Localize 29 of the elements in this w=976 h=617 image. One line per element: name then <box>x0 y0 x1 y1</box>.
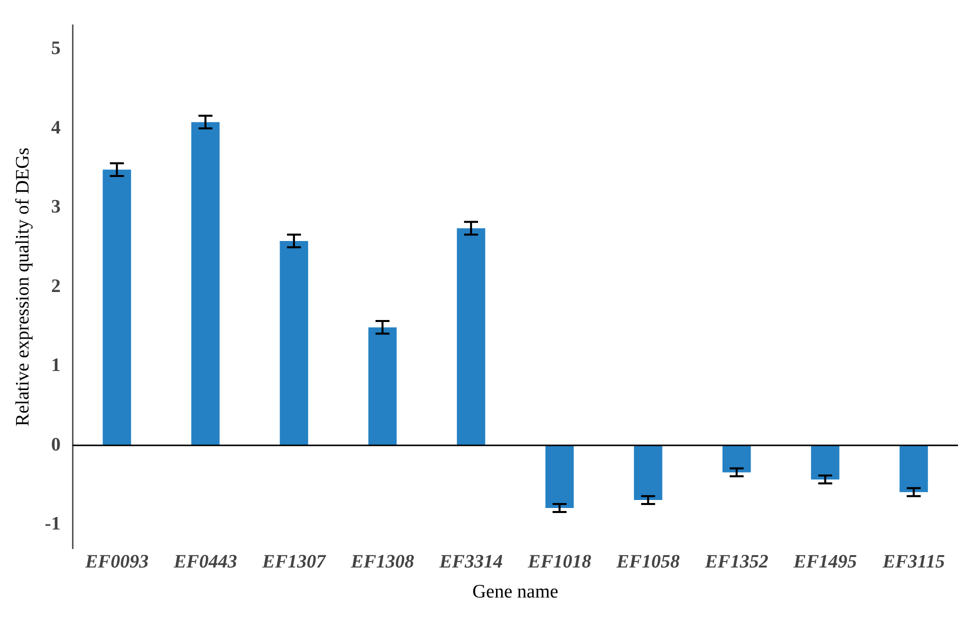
x-tick-label: EF1352 <box>704 552 769 573</box>
x-tick-label: EF0093 <box>84 552 149 573</box>
bar <box>634 445 662 500</box>
bar <box>900 445 928 492</box>
bar <box>368 327 397 446</box>
y-tick-label: -1 <box>44 514 61 535</box>
bar <box>545 445 574 508</box>
x-tick-label: EF3314 <box>438 552 503 573</box>
y-axis-title: Relative expression quality of DEGs <box>12 148 34 426</box>
x-tick-label: EF1308 <box>350 552 415 573</box>
bar <box>722 445 751 472</box>
y-tick-label: 4 <box>51 117 62 138</box>
x-tick-label: EF0443 <box>172 552 238 573</box>
bar <box>280 240 308 446</box>
x-tick-label: EF1058 <box>615 552 680 573</box>
bar <box>102 170 132 446</box>
bar <box>456 228 486 446</box>
x-tick-label: EF1307 <box>261 552 328 573</box>
bar <box>811 445 840 480</box>
y-tick-label: 0 <box>51 434 61 456</box>
x-axis-title: Gene name <box>472 582 558 603</box>
x-tick-label: EF1495 <box>792 552 858 573</box>
y-tick-label: 3 <box>51 196 61 218</box>
y-tick-label: 1 <box>51 355 61 376</box>
x-tick-label: EF3115 <box>882 552 946 573</box>
x-tick-label: EF1018 <box>526 552 592 573</box>
y-tick-label: 2 <box>51 276 61 297</box>
bar <box>191 122 220 446</box>
y-tick-label: 5 <box>51 38 61 60</box>
